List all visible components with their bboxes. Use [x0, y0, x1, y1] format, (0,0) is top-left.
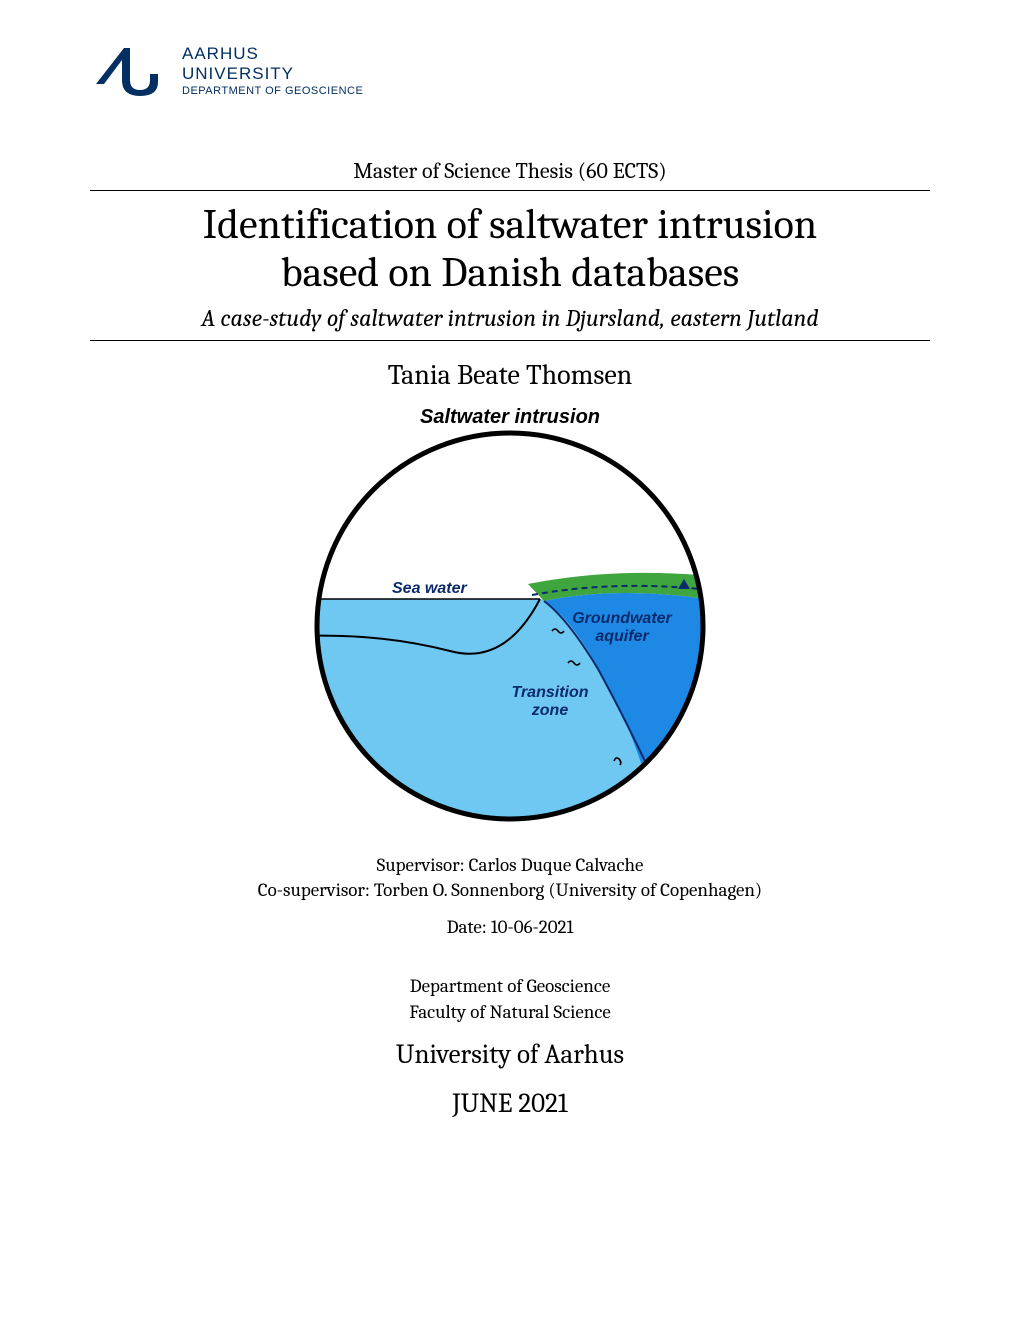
logo-text-line3: DEPARTMENT OF GEOSCIENCE — [182, 85, 363, 98]
diagram-title: Saltwater intrusion — [420, 406, 600, 428]
university-logo: AARHUS UNIVERSITY DEPARTMENT OF GEOSCIEN… — [90, 40, 930, 98]
department-block: Department of Geoscience Faculty of Natu… — [90, 974, 930, 1025]
saltwater-intrusion-diagram: Saltwater intrusion — [90, 401, 930, 831]
title-line1: Identification of saltwater intrusion — [203, 200, 817, 249]
rule-top — [90, 190, 930, 191]
supervisors-block: Supervisor: Carlos Duque Calvache Co-sup… — [90, 853, 930, 904]
au-logo-icon — [90, 40, 168, 98]
university: University of Aarhus — [90, 1039, 930, 1070]
cosupervisor: Co-supervisor: Torben O. Sonnenborg (Uni… — [258, 879, 762, 901]
publication-month: JUNE 2021 — [90, 1088, 930, 1119]
faculty: Faculty of Natural Science — [409, 1001, 611, 1023]
thesis-title: Identification of saltwater intrusion ba… — [90, 201, 930, 298]
label-zone: zone — [531, 702, 569, 719]
thesis-subtitle: A case-study of saltwater intrusion in D… — [90, 304, 930, 332]
logo-text-line1: AARHUS — [182, 44, 363, 64]
label-aquifer: aquifer — [595, 628, 649, 645]
supervisor: Supervisor: Carlos Duque Calvache — [377, 854, 644, 876]
logo-text-line2: UNIVERSITY — [182, 64, 363, 84]
department: Department of Geoscience — [410, 975, 611, 997]
label-groundwater: Groundwater — [572, 610, 672, 627]
title-line2: based on Danish databases — [281, 248, 740, 297]
label-sea-water: Sea water — [392, 580, 467, 597]
label-transition: Transition — [511, 684, 588, 701]
author-name: Tania Beate Thomsen — [90, 359, 930, 391]
submission-date: Date: 10-06-2021 — [90, 916, 930, 938]
rule-bottom — [90, 340, 930, 341]
thesis-type: Master of Science Thesis (60 ECTS) — [90, 158, 930, 184]
